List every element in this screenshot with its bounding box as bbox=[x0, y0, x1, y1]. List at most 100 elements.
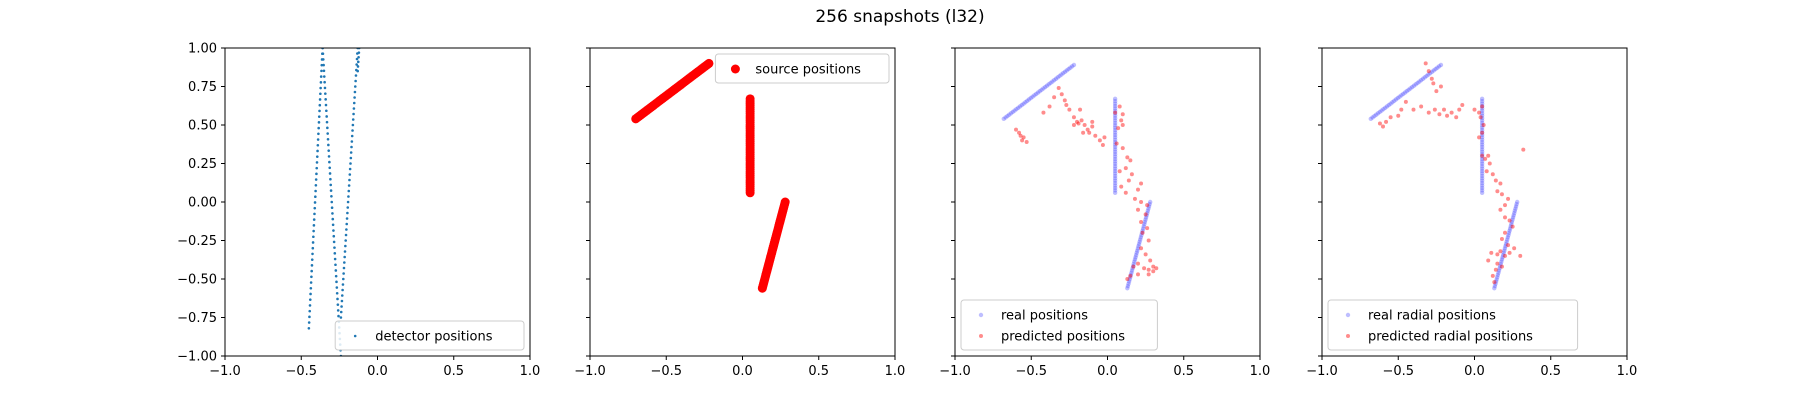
data-point bbox=[1151, 269, 1156, 274]
legend: source positions bbox=[714, 53, 890, 84]
data-point bbox=[1143, 212, 1148, 217]
data-point bbox=[1129, 172, 1134, 177]
data-point bbox=[309, 286, 313, 290]
data-point bbox=[1024, 139, 1029, 144]
data-point bbox=[330, 206, 334, 209]
data-point bbox=[1023, 100, 1028, 105]
data-point bbox=[1081, 130, 1086, 135]
legend-marker bbox=[1346, 334, 1350, 338]
data-point bbox=[348, 173, 352, 176]
data-point bbox=[1479, 132, 1485, 138]
data-point bbox=[1479, 168, 1485, 174]
data-point bbox=[323, 86, 327, 90]
y-tick-label: −0.50 bbox=[177, 273, 217, 288]
data-point bbox=[1503, 241, 1509, 247]
data-point bbox=[326, 137, 330, 141]
data-point bbox=[1064, 102, 1069, 107]
data-point bbox=[353, 85, 357, 88]
y-tick-label: 0.75 bbox=[188, 80, 217, 95]
data-point bbox=[1409, 84, 1415, 90]
data-point bbox=[1480, 130, 1485, 135]
data-point bbox=[1384, 104, 1390, 109]
data-point bbox=[1479, 137, 1485, 142]
data-point bbox=[341, 288, 344, 292]
data-point bbox=[308, 309, 312, 313]
data-point bbox=[1125, 286, 1130, 291]
data-point bbox=[1112, 127, 1118, 133]
data-point bbox=[1130, 266, 1135, 271]
data-point bbox=[1495, 252, 1500, 257]
data-point bbox=[329, 177, 332, 181]
data-point bbox=[1112, 154, 1118, 159]
data-point bbox=[1498, 181, 1503, 186]
data-point bbox=[312, 229, 315, 233]
data-point bbox=[1143, 217, 1148, 222]
data-point bbox=[1513, 204, 1519, 209]
data-point bbox=[1120, 112, 1125, 117]
data-point bbox=[1487, 161, 1492, 166]
data-point bbox=[1112, 190, 1118, 195]
y-tick-label: 1.00 bbox=[188, 42, 217, 57]
data-point bbox=[321, 52, 325, 55]
data-point bbox=[313, 206, 317, 210]
data-point bbox=[1511, 213, 1516, 218]
data-point bbox=[1071, 123, 1076, 127]
data-point bbox=[1483, 156, 1488, 161]
data-point bbox=[1499, 192, 1504, 197]
data-point bbox=[1113, 110, 1118, 115]
data-point bbox=[1484, 169, 1489, 174]
data-point bbox=[357, 55, 360, 59]
data-point bbox=[1041, 110, 1046, 115]
data-point bbox=[1429, 69, 1435, 75]
data-point bbox=[1112, 106, 1118, 111]
data-point bbox=[1085, 127, 1090, 132]
subplot-4: −1.0 −0.5 0.0 0.5 1.0 real radial positions pr… bbox=[1306, 47, 1637, 379]
data-point bbox=[1112, 183, 1118, 188]
data-point bbox=[314, 183, 318, 187]
data-point bbox=[1479, 115, 1485, 121]
data-point bbox=[1492, 283, 1498, 289]
data-point bbox=[1048, 80, 1053, 86]
data-point bbox=[1102, 135, 1107, 140]
data-point bbox=[347, 189, 351, 193]
data-point bbox=[1388, 101, 1393, 106]
data-point bbox=[1426, 110, 1431, 115]
data-point bbox=[356, 65, 360, 68]
data-point bbox=[317, 126, 320, 130]
data-point bbox=[1372, 113, 1377, 119]
data-point bbox=[1423, 61, 1428, 66]
data-point bbox=[1021, 135, 1026, 140]
data-point bbox=[354, 74, 358, 77]
data-point bbox=[1415, 80, 1420, 86]
data-point bbox=[1454, 115, 1459, 120]
data-point bbox=[1493, 281, 1498, 287]
data-point bbox=[329, 189, 333, 192]
data-point bbox=[1126, 281, 1131, 287]
data-point bbox=[1112, 152, 1118, 157]
subplot-2: −1.0 −0.5 0.0 0.5 1.0 source positions bbox=[574, 47, 905, 379]
data-point bbox=[1507, 218, 1512, 223]
data-point bbox=[354, 79, 357, 83]
data-point bbox=[309, 292, 312, 296]
data-point bbox=[1008, 111, 1014, 116]
data-point bbox=[330, 195, 333, 198]
data-point bbox=[1513, 206, 1518, 211]
data-point bbox=[1496, 268, 1502, 273]
data-point bbox=[327, 149, 331, 152]
data-point bbox=[1133, 255, 1138, 260]
data-point bbox=[1396, 113, 1401, 118]
data-point bbox=[1017, 104, 1023, 109]
data-point bbox=[1120, 123, 1125, 127]
data-point bbox=[1119, 118, 1124, 123]
data-point bbox=[1493, 267, 1498, 272]
data-point bbox=[1498, 261, 1503, 267]
data-point bbox=[1479, 125, 1485, 130]
data-point bbox=[315, 161, 319, 164]
data-point bbox=[345, 228, 348, 231]
data-point bbox=[1499, 257, 1505, 262]
data-point bbox=[343, 255, 346, 259]
data-point bbox=[1479, 135, 1485, 140]
data-point bbox=[1145, 203, 1150, 208]
data-point bbox=[1131, 261, 1136, 267]
data-point bbox=[1500, 255, 1505, 260]
